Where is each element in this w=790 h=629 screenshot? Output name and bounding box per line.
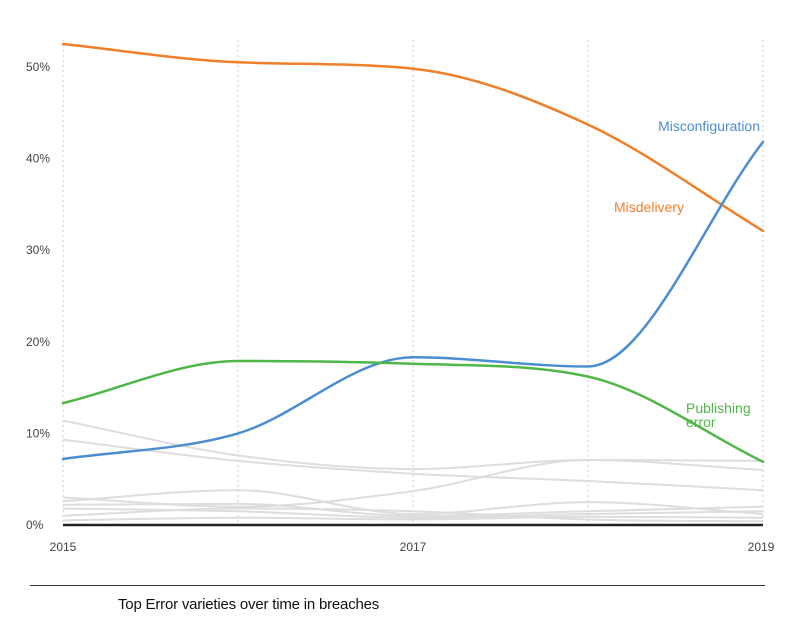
ytick-label: 30% <box>26 243 50 257</box>
ytick-label: 0% <box>26 518 44 532</box>
misconfiguration-label: Misconfiguration <box>658 118 760 134</box>
ytick-label: 10% <box>26 426 50 440</box>
ytick-label: 50% <box>26 60 50 74</box>
chart-caption: Top Error varieties over time in breache… <box>118 596 380 613</box>
caption-divider <box>30 585 765 586</box>
xtick-label: 2019 <box>748 540 775 554</box>
background-series-line <box>62 489 764 516</box>
background-series-line <box>62 507 764 523</box>
misdelivery-line <box>61 42 765 233</box>
publishing-error-line <box>61 359 765 464</box>
background-series-line <box>62 438 764 492</box>
publishing-error-label: Publishing <box>686 400 751 416</box>
ytick-label: 20% <box>26 335 50 349</box>
ytick-label: 40% <box>26 152 50 166</box>
xtick-label: 2017 <box>400 540 427 554</box>
misdelivery-label: Misdelivery <box>614 199 684 215</box>
background-series-line <box>62 515 764 522</box>
xtick-label: 2015 <box>50 540 77 554</box>
background-series-line <box>62 458 764 508</box>
misconfiguration-line <box>61 140 765 461</box>
publishing-error-label: error <box>686 414 716 430</box>
background-series-line <box>62 502 764 517</box>
